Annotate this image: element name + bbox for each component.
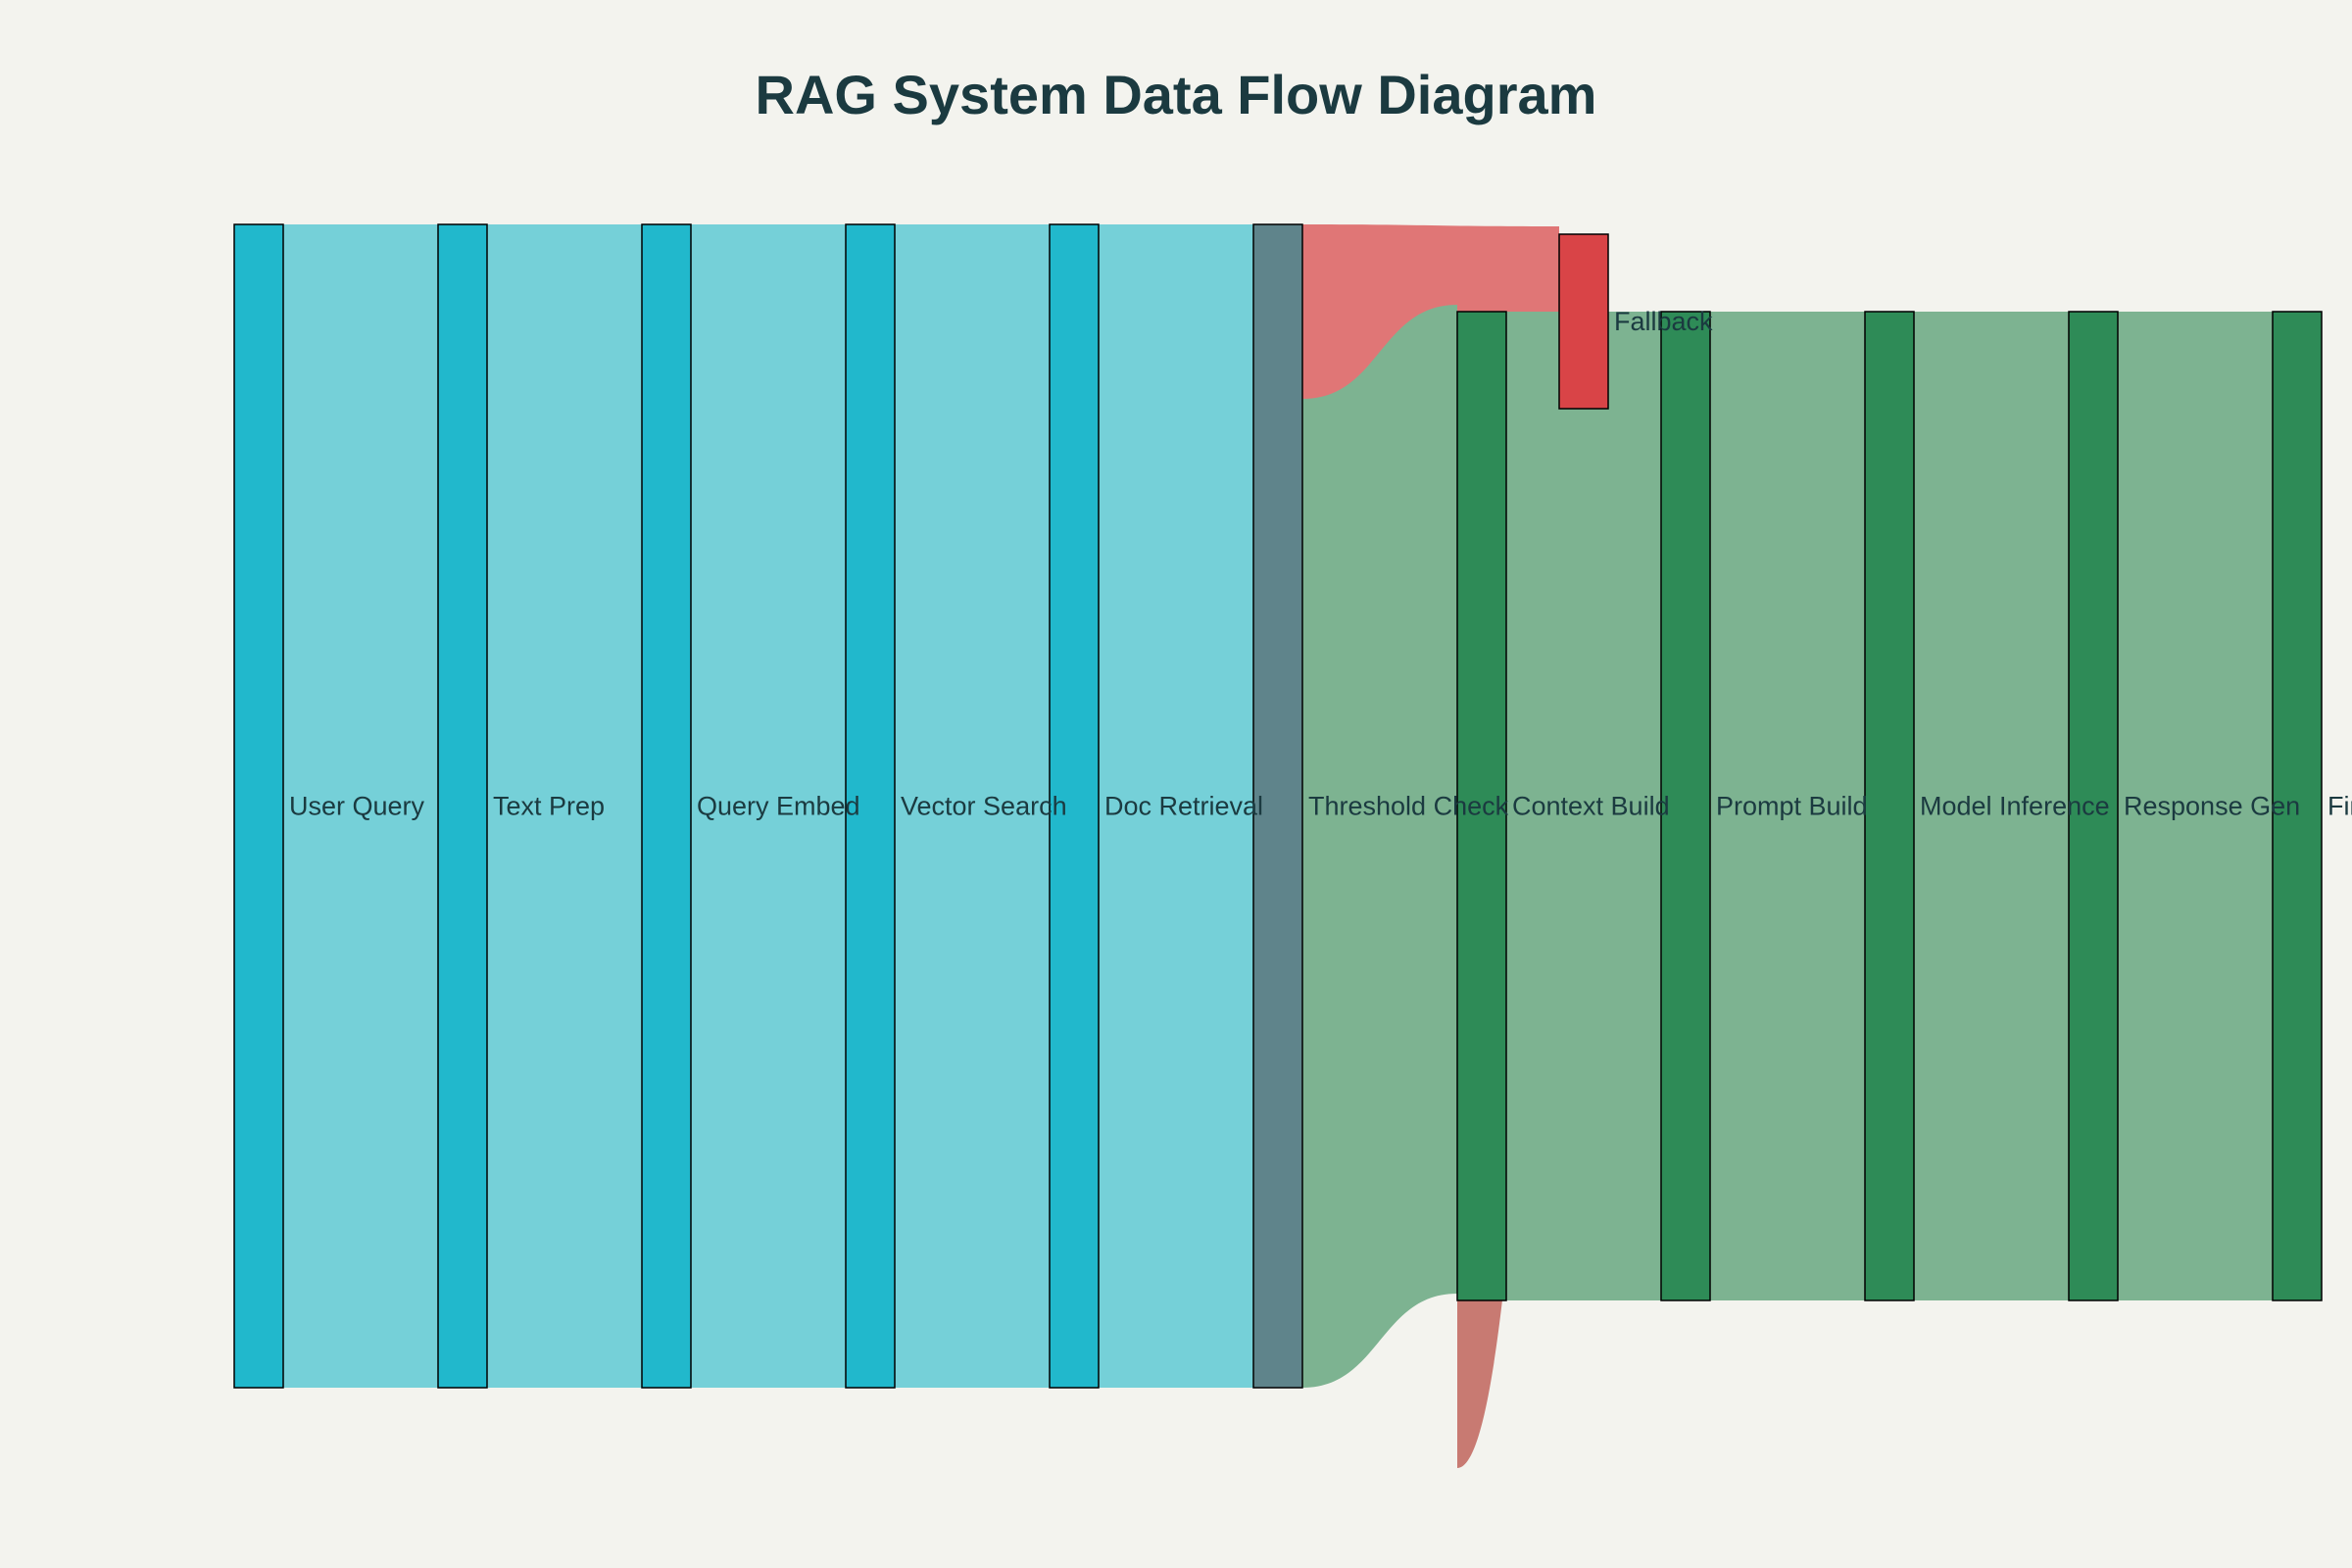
node-label-context-build: Context Build: [1512, 792, 1670, 821]
node-label-fallback: Fallback: [1614, 307, 1713, 336]
node-label-query-embed: Query Embed: [697, 792, 860, 821]
node-context-build[interactable]: [1456, 311, 1507, 1301]
flow-link-context_build-to-prompt_build: [1506, 312, 1661, 1300]
flow-link-threshold_check-to-context_build: [1302, 305, 1457, 1388]
flow-link-user_query-to-text_prep: [283, 224, 438, 1388]
node-label-threshold-check: Threshold Check: [1308, 792, 1509, 821]
node-prompt-build[interactable]: [1660, 311, 1711, 1301]
node-text-prep[interactable]: [437, 223, 488, 1389]
flow-link-vector_search-to-doc_retrieval: [895, 224, 1050, 1388]
node-label-doc-retrieval: Doc Retrieval: [1104, 792, 1263, 821]
flow-link-prompt_build-to-model_infer: [1710, 312, 1865, 1300]
node-final-output[interactable]: [2272, 311, 2323, 1301]
flow-link-text_prep-to-query_embed: [487, 224, 642, 1388]
node-threshold-check[interactable]: [1252, 223, 1303, 1389]
flow-link-model_infer-to-response_gen: [1914, 312, 2069, 1300]
node-user-query[interactable]: [233, 223, 284, 1389]
node-layer: [233, 223, 2323, 1389]
node-label-text-prep: Text Prep: [493, 792, 605, 821]
node-doc-retrieval[interactable]: [1049, 223, 1100, 1389]
node-query-embed[interactable]: [641, 223, 692, 1389]
diagram-title: RAG System Data Flow Diagram: [756, 64, 1597, 125]
node-label-response-gen: Response Gen: [2124, 792, 2300, 821]
node-label-model-infer: Model Inference: [1920, 792, 2110, 821]
node-label-prompt-build: Prompt Build: [1716, 792, 1868, 821]
label-layer: User Query Text Prep Query Embed Vector Sea…: [289, 307, 2352, 821]
node-label-final-output: Final Output: [2328, 792, 2352, 821]
node-model-infer[interactable]: [1864, 311, 1915, 1301]
node-response-gen[interactable]: [2068, 311, 2119, 1301]
node-label-user-query: User Query: [289, 792, 425, 821]
flow-link-response_gen-to-final_output: [2118, 312, 2273, 1300]
link-layer: [283, 224, 2273, 1468]
node-label-vector-search: Vector Search: [901, 792, 1067, 821]
flow-link-doc_retrieval-to-threshold_check: [1099, 224, 1253, 1388]
flow-link-query_embed-to-vector_search: [691, 224, 846, 1388]
node-vector-search[interactable]: [845, 223, 896, 1389]
node-fallback[interactable]: [1558, 233, 1609, 410]
